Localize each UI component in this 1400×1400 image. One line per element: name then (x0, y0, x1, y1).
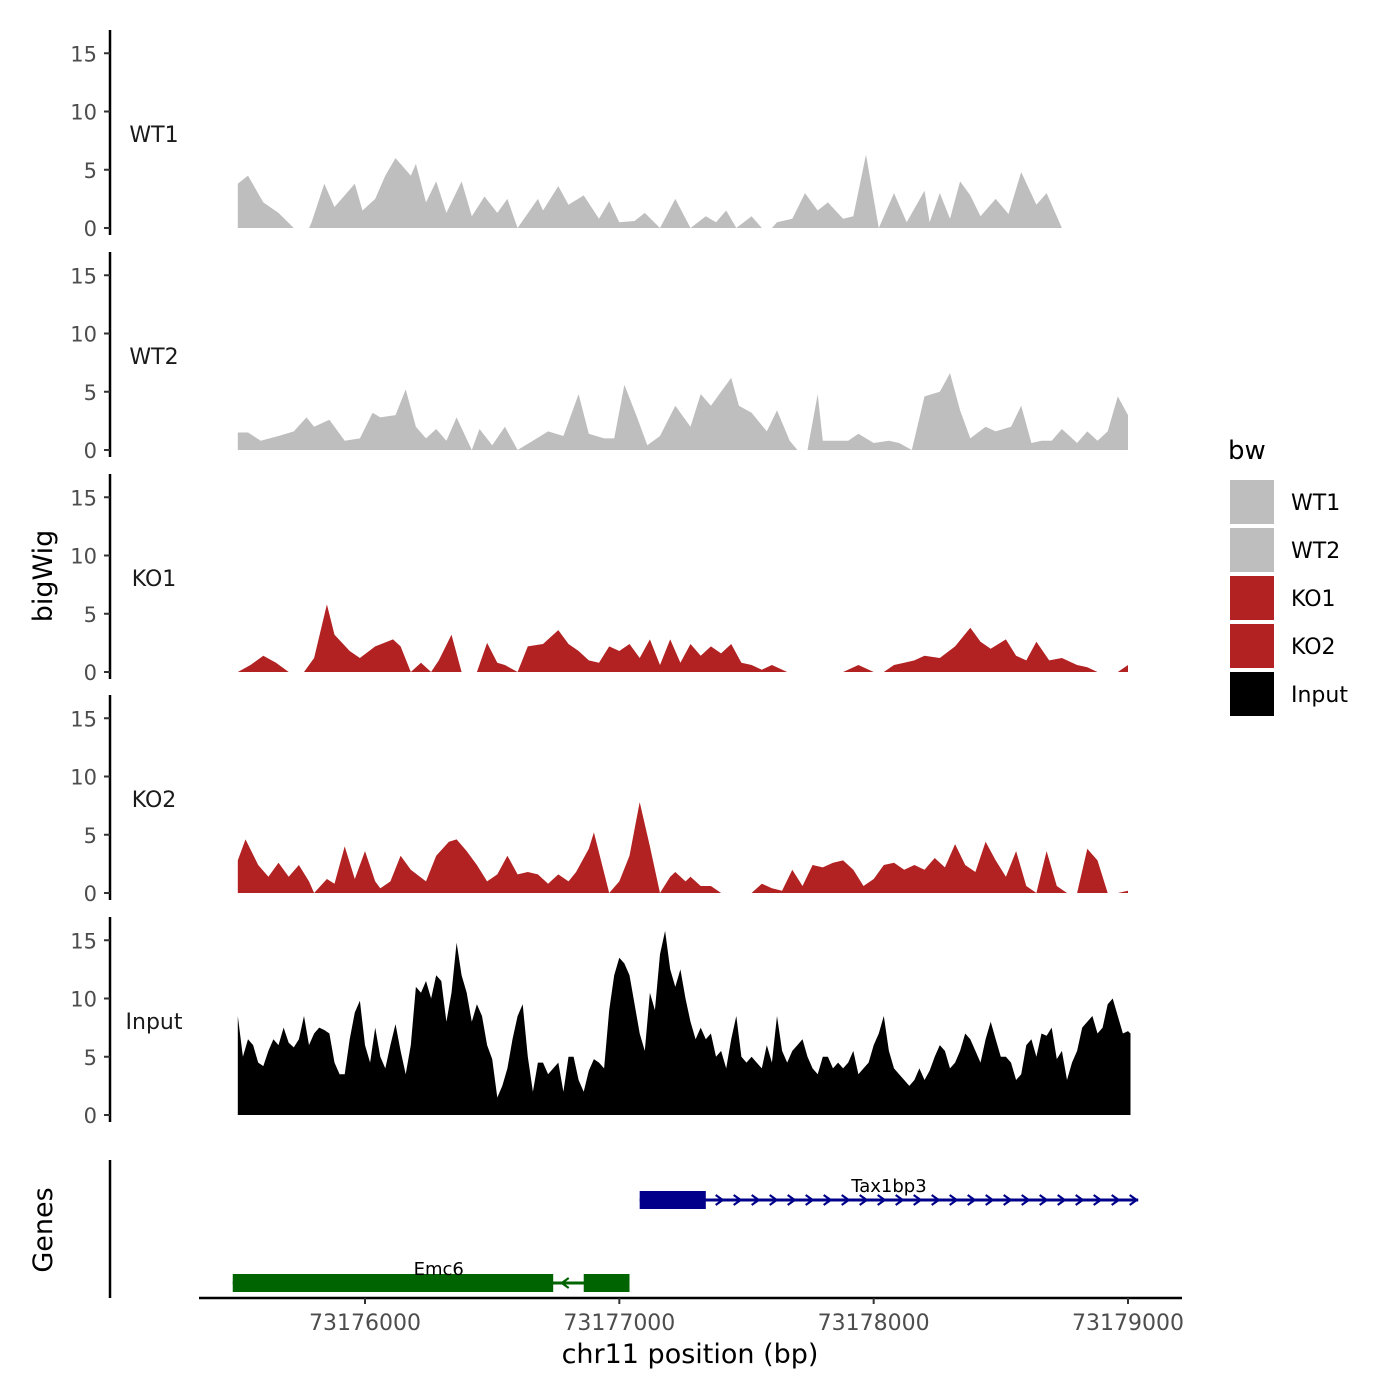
strand-chevron (559, 1277, 570, 1289)
strand-chevron (751, 1194, 761, 1206)
y-tick-label: 0 (84, 661, 97, 685)
track-label-wt2: WT2 (129, 345, 178, 370)
legend-key-wt2 (1230, 528, 1274, 572)
strand-chevron (985, 1194, 995, 1206)
legend-key-ko2 (1230, 624, 1274, 668)
x-axis-label: chr11 position (bp) (562, 1339, 819, 1370)
gene-name-label: Emc6 (414, 1259, 464, 1280)
track-wt1: 0 5 10 15 WT1 (70, 30, 1129, 241)
y-tick-label: 0 (84, 1104, 97, 1128)
y-tick-label: 10 (70, 545, 97, 569)
x-tick-label: 73179000 (1072, 1311, 1184, 1336)
area-ko1 (237, 604, 1129, 672)
strand-chevron (913, 1194, 923, 1206)
strand-chevron (1021, 1194, 1031, 1206)
y-tick-label: 0 (84, 439, 97, 463)
y-axis-label: bigWig (28, 530, 59, 623)
y-tick-label: 10 (70, 988, 97, 1012)
track-label-ko2: KO2 (132, 788, 177, 813)
area-ko2 (237, 802, 1129, 893)
y-tick-label: 0 (84, 217, 97, 241)
legend-label-ko1: KO1 (1291, 587, 1336, 612)
genes-track: Tax1bp3 Emc6 (108, 1160, 1139, 1298)
y-tick-label: 5 (84, 824, 97, 848)
gene-exon (232, 1274, 554, 1292)
signal-tracks: 0 5 10 15 WT1 0 5 10 15 WT2 0 5 10 15 KO1 0 5 10 15 KO2 0 5 10… (70, 30, 1131, 1128)
y-tick-label: 10 (70, 101, 97, 125)
strand-chevron (1129, 1194, 1139, 1206)
track-label-wt1: WT1 (129, 123, 178, 148)
y-tick-label: 15 (70, 486, 97, 510)
legend-key-wt1 (1230, 480, 1274, 524)
legend-key-ko1 (1230, 576, 1274, 620)
strand-chevron (877, 1194, 887, 1206)
legend-key-input (1230, 672, 1274, 716)
y-tick-label: 5 (84, 159, 97, 183)
y-tick-label: 15 (70, 264, 97, 288)
gene-tax1bp3: Tax1bp3 (639, 1176, 1139, 1209)
legend-title: bw (1228, 436, 1266, 466)
gene-emc6: Emc6 (232, 1259, 630, 1292)
gene-exon (639, 1191, 706, 1209)
track-wt2: 0 5 10 15 WT2 (70, 252, 1129, 463)
strand-chevron (1003, 1194, 1013, 1206)
y-tick-label: 5 (84, 381, 97, 405)
strand-chevron (1057, 1194, 1067, 1206)
y-tick-label: 15 (70, 707, 97, 731)
strand-chevron (787, 1194, 797, 1206)
y-tick-label: 5 (84, 1046, 97, 1070)
track-label-ko1: KO1 (132, 567, 177, 592)
strand-chevron (715, 1194, 725, 1206)
legend-label-wt1: WT1 (1291, 491, 1340, 516)
area-input (237, 930, 1131, 1115)
track-label-input: Input (126, 1010, 183, 1035)
gene-name-label: Tax1bp3 (850, 1176, 926, 1197)
strand-chevron (823, 1194, 833, 1206)
strand-chevron (1075, 1194, 1085, 1206)
y-tick-label: 10 (70, 766, 97, 790)
strand-chevron (733, 1194, 743, 1206)
track-input: 0 5 10 15 Input (70, 917, 1131, 1128)
y-tick-label: 15 (70, 42, 97, 66)
strand-chevron (859, 1194, 869, 1206)
y-tick-label: 15 (70, 929, 97, 953)
legend-label-wt2: WT2 (1291, 539, 1340, 564)
legend-label-input: Input (1291, 683, 1348, 708)
x-tick-label: 73177000 (563, 1311, 675, 1336)
x-axis: 73176000 73177000 73178000 73179000 (199, 1296, 1184, 1336)
strand-chevron (931, 1194, 941, 1206)
y-tick-label: 10 (70, 323, 97, 347)
legend: bw WT1 WT2 KO1 KO2 Input (1228, 436, 1348, 716)
strand-chevron (949, 1194, 959, 1206)
strand-chevron (967, 1194, 977, 1206)
track-ko2: 0 5 10 15 KO2 (70, 695, 1129, 906)
strand-chevron (805, 1194, 815, 1206)
strand-chevron (895, 1194, 905, 1206)
gene-exon (583, 1274, 630, 1292)
strand-chevron (1039, 1194, 1049, 1206)
y-tick-label: 0 (84, 882, 97, 906)
x-tick-label: 73178000 (818, 1311, 930, 1336)
track-ko1: 0 5 10 15 KO1 (70, 474, 1129, 685)
area-wt1 (237, 154, 1129, 228)
strand-chevron (769, 1194, 779, 1206)
area-wt2 (237, 373, 1129, 450)
strand-chevron (1111, 1194, 1121, 1206)
strand-chevron (841, 1194, 851, 1206)
x-tick-label: 73176000 (309, 1311, 421, 1336)
legend-label-ko2: KO2 (1291, 635, 1336, 660)
y-tick-label: 5 (84, 603, 97, 627)
genes-track-label: Genes (28, 1187, 59, 1272)
strand-chevron (1093, 1194, 1103, 1206)
